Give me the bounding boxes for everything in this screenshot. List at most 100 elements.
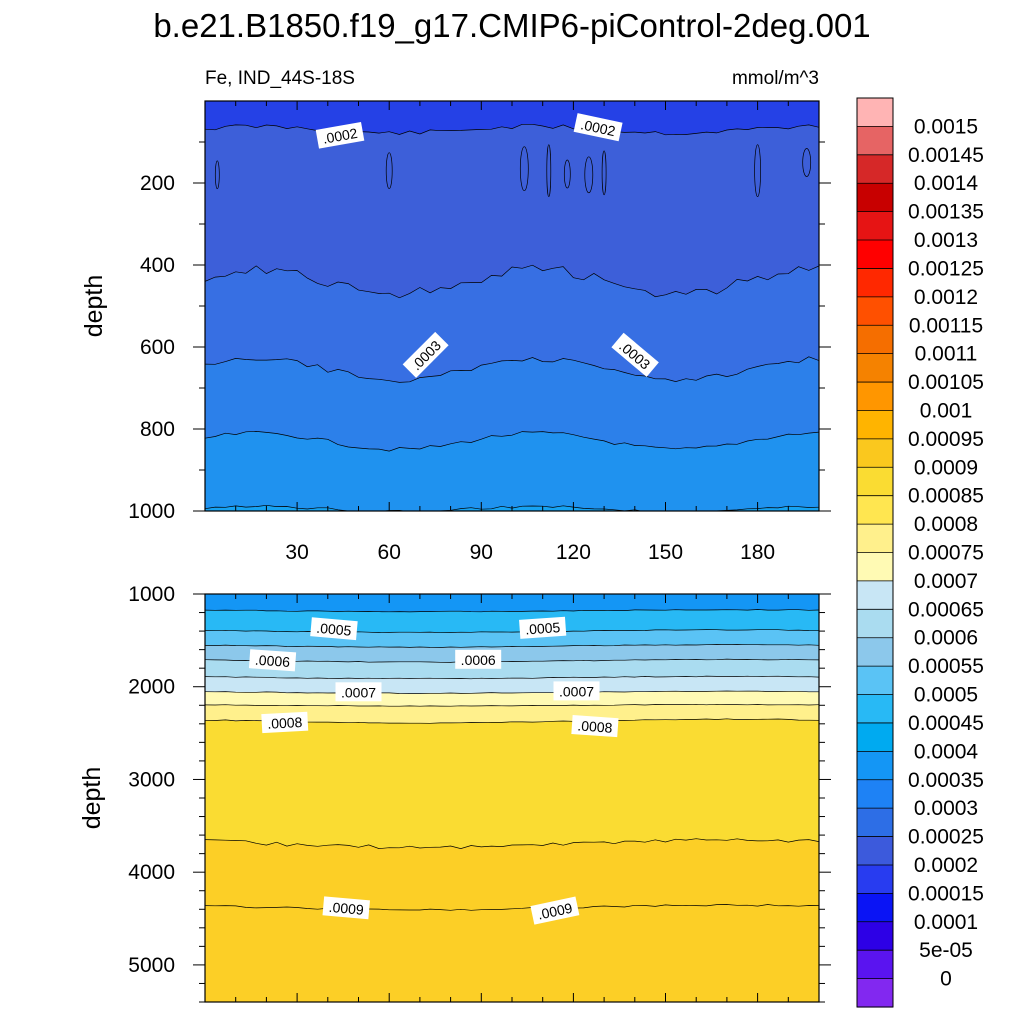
contour-label-bg (519, 616, 567, 639)
lower-contour-line (205, 690, 819, 694)
contour-label-text: .0007 (559, 683, 594, 699)
x-tick-label: 90 (470, 541, 493, 564)
colorbar-swatch (857, 978, 893, 1008)
colorbar-swatch (857, 98, 893, 128)
contour-label: .0007 (335, 682, 382, 702)
colorbar-label: 0.00035 (908, 769, 984, 792)
colorbar-label: 0.00055 (908, 655, 984, 678)
contour-label-bg (402, 331, 449, 378)
colorbar-label: 0.0013 (914, 229, 978, 252)
lower-tick-labels: 1000 2000 3000 4000 5000 (128, 583, 175, 977)
upper-small-contour (563, 159, 571, 189)
x-tick-label: 180 (740, 541, 775, 564)
lower-contour-line (205, 644, 819, 648)
colorbar-swatch (857, 467, 893, 497)
y-tick-label: 1000 (128, 500, 175, 523)
upper-small-contour (754, 144, 761, 198)
lower-contour-line (205, 838, 819, 849)
colorbar-swatch (857, 325, 893, 355)
y-tick-label: 800 (140, 418, 175, 441)
contour-label: .0002 (573, 113, 623, 142)
y-tick-label: 200 (140, 172, 175, 195)
colorbar-swatch (857, 694, 893, 724)
contour-label: .0002 (315, 121, 365, 149)
upper-small-contour (519, 146, 529, 192)
colorbar-swatch (857, 495, 893, 525)
colorbar-swatch (857, 240, 893, 270)
colorbar-swatch (857, 864, 893, 894)
upper-tick-labels: 30 60 90 120 150 180 200 400 600 800 1000 (128, 172, 775, 564)
colorbar-label: 0.0001 (914, 911, 978, 934)
colorbar-swatch (857, 211, 893, 241)
contour-label: .0009 (530, 896, 580, 925)
upper-panel: .0002.0002.0003.0003 30 60 90 120 150 1802004… (80, 100, 831, 564)
lower-panel: .0005 .0005 .0006 .0006 .0007 .0007 .0008 .0008… (78, 583, 831, 1003)
contour-label-text: .0007 (341, 684, 376, 700)
contour-label-bg (315, 121, 365, 149)
lower-contour-line (205, 904, 819, 911)
colorbar-label: 0.0007 (914, 570, 978, 593)
lower-axis-ticks (193, 593, 831, 1003)
upper-y-axis-label: depth (80, 275, 108, 338)
colorbar-swatch (857, 722, 893, 752)
contour-label: .0009 (322, 896, 370, 920)
contour-label-bg (335, 682, 382, 702)
x-tick-label: 30 (285, 541, 308, 564)
contour-label: .0006 (248, 649, 297, 672)
colorbar-label: 0.00075 (908, 542, 984, 565)
upper-small-contour (802, 148, 812, 177)
colorbar-swatch (857, 666, 893, 696)
upper-fill-band (205, 101, 819, 298)
x-tick-label: 150 (648, 541, 683, 564)
colorbar-swatch (857, 779, 893, 809)
colorbar-swatch (857, 637, 893, 667)
units-label: mmol/m^3 (732, 68, 819, 89)
colorbar-swatch (857, 552, 893, 582)
contour-label-text: .0008 (267, 714, 303, 732)
colorbar-label: 0.0011 (915, 343, 978, 366)
contour-label-bg (248, 649, 297, 672)
y-tick-label: 5000 (128, 954, 175, 977)
upper-contour-line (205, 431, 819, 452)
colorbar-label: 0.0014 (914, 172, 979, 195)
upper-small-contour (546, 144, 552, 198)
colorbar-swatch (857, 154, 893, 184)
contour-label-bg (553, 681, 600, 701)
y-tick-label: 1000 (128, 583, 175, 606)
colorbar-swatch (857, 353, 893, 383)
upper-contour-fills (205, 101, 819, 511)
colorbar-swatch (857, 893, 893, 923)
colorbar-swatch (857, 524, 893, 554)
upper-small-contour (385, 152, 393, 190)
colorbar-swatch (857, 751, 893, 781)
colorbar-label: 0.0009 (914, 456, 978, 479)
colorbar-label: 0.00065 (908, 598, 984, 621)
colorbar-swatch (857, 836, 893, 866)
contour-label-text: .0005 (316, 620, 353, 639)
colorbar-label: 0.00105 (908, 371, 984, 394)
contour-label-bg (455, 649, 502, 669)
colorbar-swatch (857, 580, 893, 610)
chart-title: b.e21.B1850.f19_g17.CMIP6-piControl-2deg… (153, 7, 870, 44)
upper-small-contour (214, 160, 220, 190)
colorbar-label: 5e-05 (919, 939, 973, 962)
y-tick-label: 2000 (128, 676, 175, 699)
contour-label: .0008 (261, 711, 309, 734)
upper-contour-line (205, 264, 819, 299)
colorbar-swatch (857, 808, 893, 838)
colorbar-swatch (857, 296, 893, 326)
upper-contour-line (205, 123, 819, 136)
contour-label: .0008 (571, 715, 619, 738)
colorbar: 0.0015 0.00145 0.0014 0.00135 0.0013 0.00125 0… (856, 97, 984, 1008)
lower-contour-fills (205, 594, 819, 1002)
colorbar-label: 0.0006 (914, 627, 978, 650)
contour-label-text: .0005 (525, 619, 561, 637)
colorbar-label: 0.0015 (914, 115, 978, 138)
contour-label-bg (322, 896, 370, 920)
upper-small-contour (584, 156, 594, 194)
contour-label-bg (261, 711, 309, 734)
contour-label-bg (571, 715, 619, 738)
contour-label-text: .0008 (577, 717, 613, 735)
y-tick-label: 4000 (128, 861, 175, 884)
